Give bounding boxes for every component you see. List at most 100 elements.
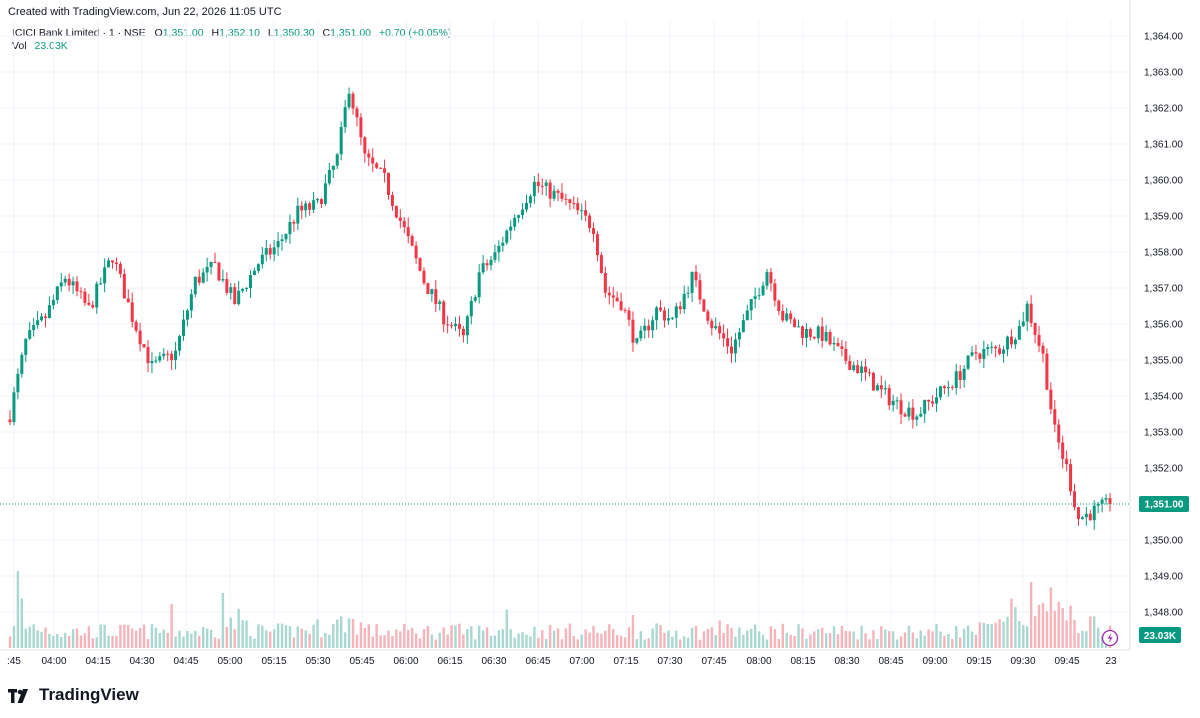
candle-body [288, 221, 292, 235]
volume-bar [1014, 607, 1017, 648]
volume-bar [237, 608, 240, 648]
candle-body [394, 205, 398, 218]
candle-body [978, 353, 982, 359]
candle-body [741, 320, 745, 333]
volume-bar [1085, 631, 1088, 648]
volume-bar [931, 631, 934, 648]
brand[interactable]: TradingView [8, 684, 139, 706]
candle-body [166, 353, 170, 355]
candle-body [891, 400, 895, 406]
volume-bar [817, 629, 820, 648]
candle-body [493, 252, 497, 260]
candle-body [418, 258, 422, 271]
volume-bar [564, 628, 568, 648]
volume-bar [939, 631, 942, 648]
candle-body [245, 287, 249, 290]
brand-name: TradingView [39, 685, 139, 704]
time-tick-label: 05:00 [217, 656, 242, 667]
candle-body [588, 215, 592, 229]
volume-bar [757, 631, 761, 648]
candle-body [252, 270, 256, 276]
candle-body [87, 302, 91, 305]
volume-bar [95, 637, 98, 648]
volume-bar [36, 630, 39, 648]
volume-bar [537, 637, 540, 648]
candle-body [836, 343, 840, 347]
volume-bar [970, 631, 974, 648]
candle-body [351, 93, 355, 109]
volume-bar [280, 623, 284, 648]
candle-body [12, 392, 16, 423]
volume-bar [686, 637, 690, 648]
volume-bar [430, 634, 434, 648]
candle-body [1069, 464, 1073, 492]
high-key: H [211, 27, 220, 39]
volume-bar [556, 628, 560, 648]
volume-bar [955, 625, 958, 648]
volume-bar [1033, 615, 1037, 648]
candle-body [595, 234, 599, 256]
volume-bar [209, 629, 213, 648]
tradingview-logo-icon [8, 688, 33, 703]
candle-body [426, 283, 430, 295]
volume-bar [529, 636, 532, 648]
volume-bar [1073, 619, 1076, 648]
price-tick-label: 1,358.00 [1144, 248, 1183, 259]
candle-body [477, 272, 481, 298]
time-axis[interactable]: :45 04:00 04:15 04:30 04:45 05:00 05:15 05:30 05… [7, 656, 1117, 667]
volume-bar [612, 629, 615, 648]
candle-body [962, 368, 966, 380]
volume-bar [253, 638, 256, 648]
volume-bar [201, 626, 205, 648]
volume-bar [111, 635, 114, 648]
candle-body [769, 272, 773, 284]
candle-body [1025, 303, 1029, 322]
candle-body [32, 325, 36, 331]
candle-body [430, 289, 434, 295]
lightning-icon[interactable] [1101, 629, 1119, 647]
price-axis[interactable]: 1,364.00 1,363.00 1,362.00 1,361.00 1,360.00… [1144, 32, 1183, 619]
volume-bar [414, 633, 418, 648]
volume-bar [706, 628, 710, 648]
candle-body [852, 365, 856, 371]
volume-bar [951, 638, 954, 648]
volume-bar [497, 630, 501, 648]
candle-body [40, 316, 44, 321]
volume-bar [166, 632, 169, 648]
candle-body [528, 196, 532, 204]
volume-bar [899, 636, 903, 648]
volume-bar [552, 630, 556, 648]
candle-body [824, 332, 828, 341]
candle-body [864, 366, 868, 373]
volume-bar [477, 625, 481, 648]
volume-bar [722, 633, 725, 648]
volume-bar [868, 639, 871, 648]
volume-bar [320, 637, 323, 648]
volume-bar [162, 629, 165, 648]
candle-body [107, 260, 111, 268]
candle-body [438, 301, 442, 304]
candle-body [225, 279, 229, 293]
volume-bar [714, 635, 717, 648]
candle-body [887, 388, 891, 406]
last-volume-tag: 23.03K [1139, 627, 1181, 643]
volume-key[interactable]: Vol [12, 40, 27, 52]
candle-body [450, 325, 454, 327]
candle-body [481, 263, 485, 273]
volume-bar [107, 635, 110, 648]
volume-bar [513, 637, 516, 648]
volume-bar [225, 626, 229, 648]
candle-body [95, 283, 99, 308]
volume-bar [793, 636, 796, 648]
volume-bar [32, 624, 35, 648]
candle-body [1029, 303, 1033, 323]
candle-body [1005, 336, 1009, 350]
volume-bar [134, 630, 138, 648]
volume-bar [138, 627, 142, 648]
candle-body [111, 260, 115, 263]
volume-bar [730, 627, 733, 648]
candle-body [946, 386, 950, 389]
candle-body [702, 299, 706, 312]
volume-bar [304, 630, 307, 648]
